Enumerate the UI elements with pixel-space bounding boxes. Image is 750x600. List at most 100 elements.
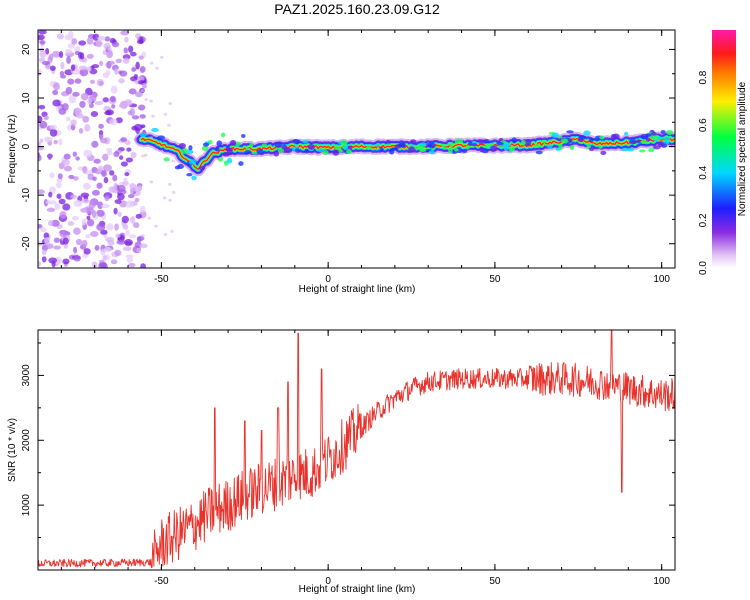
noise-blob	[46, 137, 53, 142]
noise-blob	[102, 153, 109, 161]
noise-blob	[86, 53, 94, 59]
noise-blob	[83, 149, 93, 158]
colorbar-label: Normalized spectral amplitude	[737, 81, 748, 216]
noise-blob	[120, 137, 128, 142]
noise-blob	[113, 182, 118, 191]
noise-blob	[103, 246, 112, 253]
ridge-blob	[599, 135, 605, 140]
noise-blob	[136, 247, 142, 253]
ridge-blob	[541, 139, 547, 144]
noise-blob	[168, 198, 172, 202]
noise-blob	[52, 89, 59, 96]
snr-xtick-label: 50	[489, 576, 501, 587]
noise-blob	[109, 95, 116, 103]
noise-blob	[85, 87, 93, 96]
noise-blob	[44, 237, 51, 245]
noise-blob	[91, 140, 99, 148]
noise-blob	[93, 158, 101, 164]
noise-blob	[98, 81, 104, 86]
ridge-blob	[398, 143, 406, 148]
noise-blob	[131, 115, 140, 120]
ridge-blob	[535, 150, 543, 155]
ridge-blob	[454, 138, 460, 144]
colorbar-ticks: 0.0 0.2 0.4 0.6 0.8	[698, 70, 709, 275]
noise-blob	[128, 262, 136, 268]
ridge-blob	[302, 139, 309, 144]
ridge-blob	[468, 141, 473, 146]
noise-blob	[139, 114, 146, 119]
noise-blob	[41, 249, 47, 256]
ridge-blob	[201, 145, 209, 152]
noise-blob	[120, 161, 128, 167]
ridge-blob	[140, 124, 146, 129]
noise-blob	[53, 245, 61, 250]
noise-blob	[81, 207, 87, 213]
noise-blob	[59, 210, 67, 219]
noise-blob	[53, 82, 60, 91]
noise-blob	[155, 66, 159, 70]
noise-blob	[110, 85, 118, 94]
noise-blob	[65, 116, 71, 122]
noise-blob	[135, 61, 140, 70]
noise-blob	[43, 115, 49, 121]
noise-blob	[114, 67, 119, 75]
ridge-blob	[428, 142, 436, 149]
noise-blob	[123, 47, 129, 54]
noise-blob	[47, 153, 52, 160]
spectrogram-xtick-label: 100	[653, 274, 670, 285]
figure-title: PAZ1.2025.160.23.09.G12	[274, 1, 440, 17]
ridge-blob	[241, 133, 246, 138]
snr-xlabel: Height of straight line (km)	[299, 584, 416, 595]
noise-blob	[132, 222, 140, 229]
noise-blob	[97, 165, 104, 172]
noise-blob	[125, 254, 134, 259]
noise-blob	[38, 141, 42, 147]
noise-blob	[96, 223, 106, 231]
noise-blob	[58, 51, 64, 59]
noise-blob	[78, 65, 88, 71]
colorbar-gradient	[712, 30, 736, 268]
noise-blob	[102, 72, 110, 79]
snr-xtick-label: 100	[653, 576, 670, 587]
colorbar-tick-label: 0.6	[698, 118, 709, 132]
noise-blob	[137, 185, 143, 192]
noise-blob	[116, 184, 126, 193]
noise-blob	[106, 223, 114, 231]
snr-ytick-label: 1000	[21, 494, 32, 517]
noise-blob	[67, 221, 75, 226]
spectrogram-ytick-label: -10	[21, 187, 32, 202]
noise-blob	[76, 113, 84, 119]
ridge-blob	[307, 144, 315, 150]
noise-blob	[125, 229, 130, 237]
noise-blob	[39, 226, 47, 233]
noise-blob	[101, 169, 107, 178]
ridge-blob	[471, 143, 478, 147]
noise-blob	[80, 92, 89, 101]
noise-blob	[149, 61, 154, 65]
noise-blob	[78, 40, 87, 46]
noise-blob	[94, 100, 104, 106]
ridge-blob	[226, 149, 233, 156]
noise-blob	[111, 104, 116, 109]
noise-blob	[99, 137, 108, 144]
noise-blob	[163, 112, 168, 116]
noise-blob	[168, 101, 173, 105]
noise-blob	[86, 37, 94, 45]
noise-blob	[167, 182, 172, 186]
ridge-blob	[261, 143, 268, 148]
snr-xtick-label: 0	[325, 576, 331, 587]
ridge-blob	[624, 131, 629, 136]
noise-blob	[38, 115, 43, 123]
noise-blob	[128, 88, 137, 95]
ridge-blob	[454, 147, 459, 152]
noise-blob	[113, 207, 118, 215]
ridge-blob	[290, 139, 297, 143]
noise-blob	[57, 173, 63, 180]
noise-blob	[38, 34, 45, 41]
noise-blob	[91, 189, 100, 196]
ridge-blob	[503, 145, 510, 151]
spectrogram-panel: -50 0 50 100 -20 -10 0 10 20 Height of straight …	[7, 29, 676, 295]
noise-blob	[130, 151, 137, 159]
noise-blob	[140, 263, 146, 268]
ridge-blob	[583, 130, 591, 136]
